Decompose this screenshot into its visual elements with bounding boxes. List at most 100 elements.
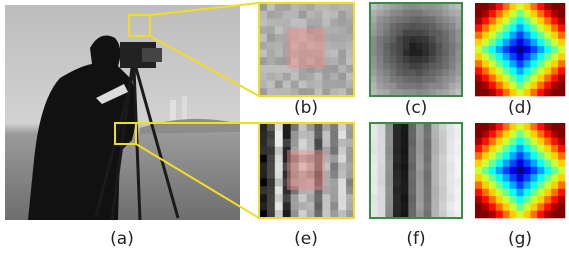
pixel-cell [396, 43, 403, 50]
pixel-cell [523, 17, 530, 24]
pixel-cell [544, 82, 551, 89]
pixel-cell [517, 53, 524, 60]
pixel-cell [416, 50, 423, 57]
pixel-cell [370, 178, 378, 186]
pixel-cell [409, 56, 416, 63]
pixel-cell [436, 10, 443, 17]
pixel-cell [299, 19, 307, 27]
pixel-cell [370, 76, 377, 83]
pixel-cell [530, 174, 537, 182]
pixel-cell [338, 163, 346, 171]
pixel-cell [429, 56, 436, 63]
pixel-cell [275, 81, 283, 89]
pixel-cell [475, 39, 482, 46]
pixel-cell [489, 75, 496, 82]
pixel-cell [503, 211, 510, 219]
pixel-cell [275, 171, 283, 179]
pixel-cell [409, 69, 416, 76]
pixel-cell [401, 202, 409, 210]
pixel-cell [424, 194, 432, 202]
pixel-cell [330, 50, 338, 58]
pixel-cell [370, 36, 377, 43]
pixel-cell [436, 36, 443, 43]
pixel-cell [275, 50, 283, 58]
pixel-cell [396, 10, 403, 17]
pixel-cell [283, 3, 291, 11]
pixel-cell [267, 202, 275, 210]
pixel-cell [416, 147, 424, 155]
pixel-cell [510, 160, 517, 168]
pixel-cell [517, 89, 524, 96]
pixel-cell [442, 83, 449, 90]
pixel-cell [503, 53, 510, 60]
pixel-cell [544, 3, 551, 10]
pixel-cell [482, 67, 489, 74]
pixel-cell [409, 83, 416, 90]
pixel-cell [482, 145, 489, 153]
pixel-cell [396, 23, 403, 30]
pixel-cell [503, 130, 510, 138]
pixel-cell [517, 152, 524, 160]
pixel-cell [449, 23, 456, 30]
pixel-cell [370, 69, 377, 76]
pixel-cell [558, 160, 565, 168]
pixel-cell [385, 202, 393, 210]
pixel-cell [523, 138, 530, 146]
pixel-cell [482, 189, 489, 197]
pixel-cell [338, 178, 346, 186]
pixel-cell [475, 17, 482, 24]
pixel-cell [378, 155, 386, 163]
pixel-cell [523, 82, 530, 89]
pixel-cell [390, 23, 397, 30]
pixel-cell [416, 69, 423, 76]
pixel-cell [370, 16, 377, 23]
pixel-cell [537, 39, 544, 46]
pixel-cell [489, 17, 496, 24]
pixel-cell [377, 10, 384, 17]
pixel-cell [416, 186, 424, 194]
pixel-cell [482, 211, 489, 219]
pixel-cell [449, 10, 456, 17]
pixel-cell [489, 67, 496, 74]
pixel-cell [416, 43, 423, 50]
pixel-cell [523, 203, 530, 211]
pixel-cell [496, 10, 503, 17]
pixel-cell [496, 3, 503, 10]
pixel-cell [449, 30, 456, 37]
panel-label: (e) [294, 229, 318, 249]
pixel-cell [537, 211, 544, 219]
pixel-cell [275, 65, 283, 73]
pixel-cell [283, 19, 291, 27]
pixel-cell [299, 11, 307, 19]
pixel-cell [390, 36, 397, 43]
pixel-cell [390, 43, 397, 50]
pixel-cell [447, 186, 455, 194]
pixel-cell [383, 16, 390, 23]
pixel-cell [558, 203, 565, 211]
pixel-cell [558, 10, 565, 17]
pixel-cell [259, 42, 267, 50]
pixel-cell [537, 145, 544, 153]
pixel-cell [377, 83, 384, 90]
pixel-cell [537, 160, 544, 168]
pixel-cell [275, 178, 283, 186]
pixel-cell [503, 138, 510, 146]
pixel-cell [475, 24, 482, 31]
pixel-cell [537, 75, 544, 82]
pixel-cell [530, 89, 537, 96]
pixel-cell [551, 145, 558, 153]
pixel-cell [496, 53, 503, 60]
pixel-cell [510, 174, 517, 182]
pixel-cell [558, 89, 565, 96]
pixel-cell [537, 152, 544, 160]
pixel-cell [517, 10, 524, 17]
pixel-cell [544, 75, 551, 82]
pixel-cell [442, 36, 449, 43]
pixel-cell [475, 196, 482, 204]
pixel-cell [530, 32, 537, 39]
pixel-cell [551, 82, 558, 89]
pixel-cell [409, 43, 416, 50]
pixel-cell [436, 76, 443, 83]
pixel-cell [496, 89, 503, 96]
pixel-cell [517, 167, 524, 175]
